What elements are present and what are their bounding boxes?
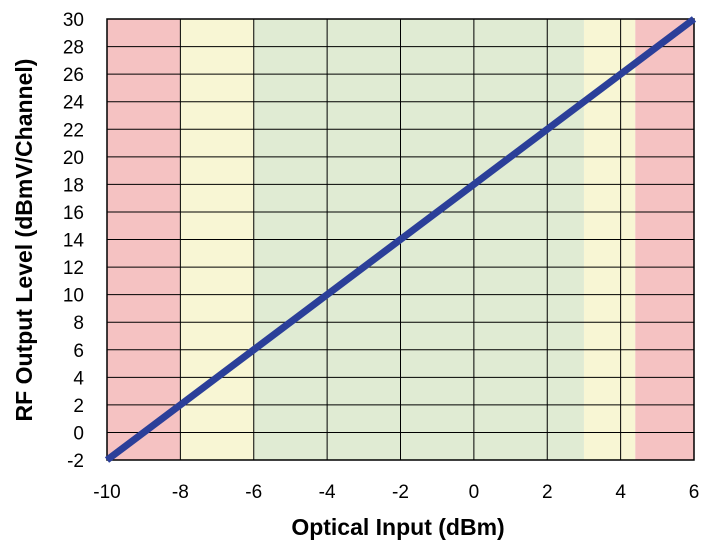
y-axis-title: RF Output Level (dBmV/Channel) (11, 59, 37, 422)
y-tick-label-8: 14 (63, 231, 85, 252)
x-tick-label-3: -4 (319, 482, 336, 503)
x-tick-label-7: 4 (615, 482, 626, 503)
y-tick-label-13: 24 (63, 93, 85, 114)
x-tick-labels: -10 -8 -6 -4 -2 0 2 4 6 (93, 482, 699, 503)
x-tick-label-6: 2 (542, 482, 553, 503)
x-tick-label-2: -6 (245, 482, 262, 503)
x-tick-label-5: 0 (469, 482, 480, 503)
plot-frame (106, 18, 695, 461)
x-tick-label-4: -2 (392, 482, 409, 503)
x-tick-label-1: -8 (172, 482, 189, 503)
y-tick-label-9: 16 (63, 203, 84, 224)
x-axis-title: Optical Input (dBm) (291, 514, 504, 540)
y-tick-label-7: 12 (63, 258, 84, 279)
y-tick-label-15: 28 (63, 38, 84, 59)
y-tick-label-1: 0 (73, 423, 84, 444)
y-tick-label-14: 26 (63, 65, 84, 86)
x-tick-label-0: -10 (93, 482, 120, 503)
y-tick-label-16: 30 (63, 10, 84, 31)
y-tick-label-4: 6 (73, 341, 84, 362)
y-tick-label-2: 2 (73, 396, 84, 417)
x-tick-label-8: 6 (689, 482, 700, 503)
y-tick-label-11: 20 (63, 148, 84, 169)
series-line-0 (104, 16, 697, 463)
y-tick-label-0: -2 (67, 451, 84, 472)
y-tick-label-5: 8 (73, 313, 84, 334)
y-tick-label-3: 4 (73, 368, 84, 389)
y-tick-label-10: 18 (63, 175, 84, 196)
series-lines (104, 16, 697, 463)
y-tick-label-6: 10 (63, 286, 84, 307)
y-tick-label-12: 22 (63, 120, 84, 141)
